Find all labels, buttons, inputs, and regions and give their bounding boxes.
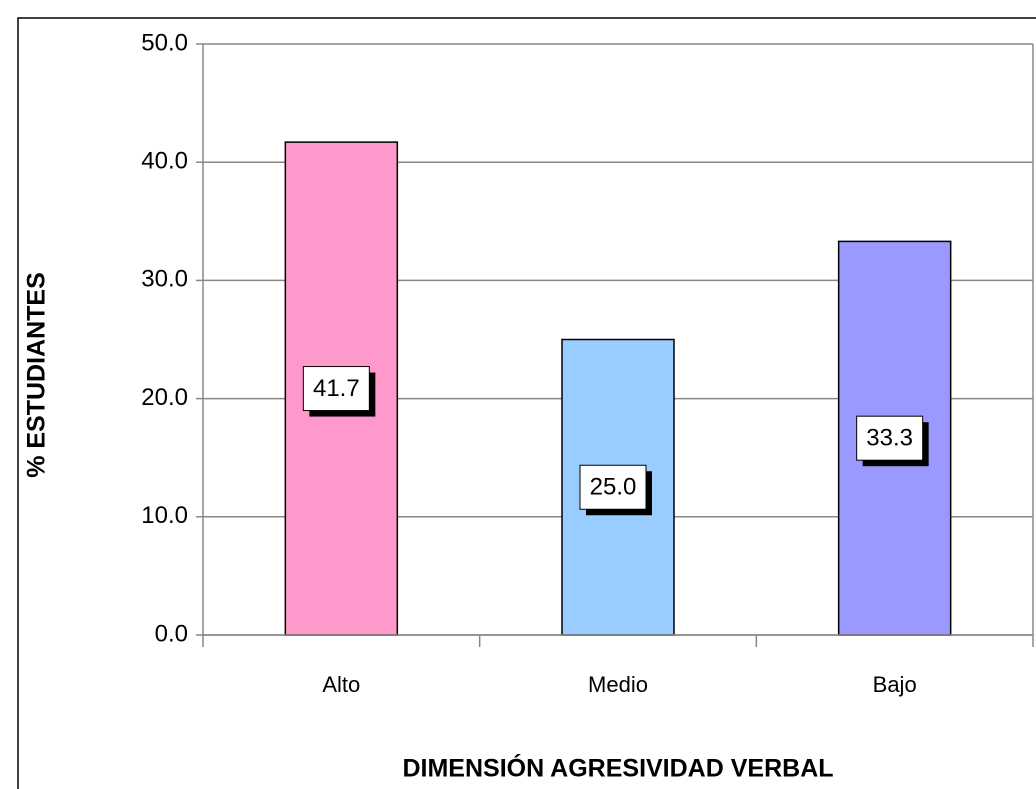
y-tick-label: 40.0 xyxy=(141,148,188,175)
data-label-box xyxy=(579,464,647,510)
y-tick-label: 30.0 xyxy=(141,266,188,293)
y-tick-label: 0.0 xyxy=(155,620,188,647)
data-label: 25.0 xyxy=(590,474,637,501)
data-label: 33.3 xyxy=(866,425,913,452)
x-tick-label: Bajo xyxy=(873,672,917,697)
y-tick-label: 20.0 xyxy=(141,384,188,411)
y-tick-label: 10.0 xyxy=(141,502,188,529)
data-label-box xyxy=(302,366,370,412)
data-label-box xyxy=(856,415,924,461)
x-tick-label: Medio xyxy=(588,672,648,697)
x-axis-title: DIMENSIÓN AGRESIVIDAD VERBAL xyxy=(402,753,833,783)
x-tick-label: Alto xyxy=(322,672,360,697)
data-label: 41.7 xyxy=(313,375,360,402)
y-axis-title: % ESTUDIANTES xyxy=(23,272,51,478)
y-tick-label: 50.0 xyxy=(141,29,188,56)
